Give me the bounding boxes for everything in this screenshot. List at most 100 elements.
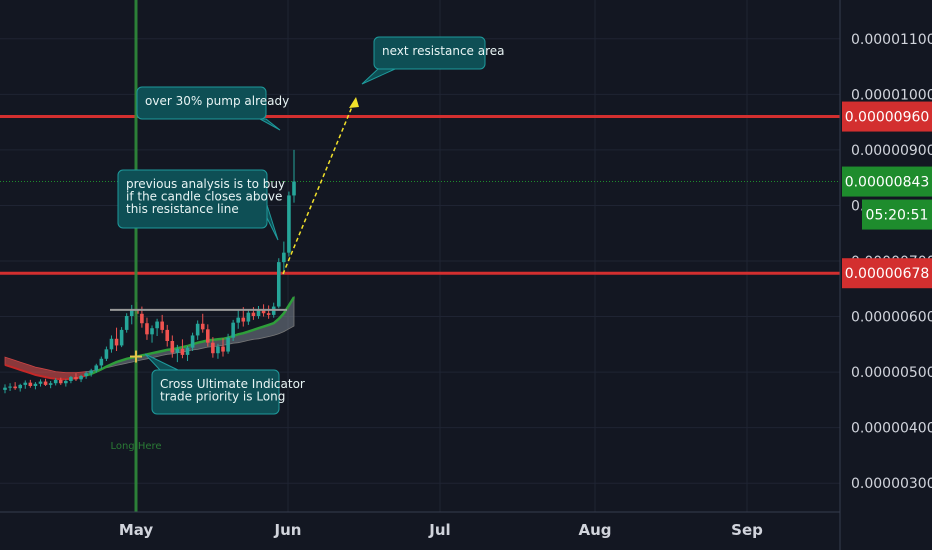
candle-body — [200, 323, 205, 330]
callout-next[interactable]: next resistance area — [361, 36, 505, 85]
candle-body — [206, 329, 210, 343]
resistance-badge-label: 0.00000678 — [845, 266, 930, 282]
current-price-label: 0.00000843 — [845, 175, 930, 191]
candle-body — [165, 329, 170, 341]
candle-body — [160, 321, 164, 330]
candle-body — [276, 262, 281, 307]
candle-body — [180, 348, 185, 355]
y-tick-label: 0.00000400 — [851, 421, 932, 437]
candle-body — [74, 377, 78, 380]
candle-body — [211, 342, 215, 354]
candle-body — [251, 312, 256, 316]
x-tick-label: Jul — [428, 521, 450, 539]
x-tick-label: Jun — [274, 521, 302, 539]
resistance-badge-label: 0.00000960 — [845, 110, 930, 126]
long-here-label: Long Here — [110, 441, 161, 452]
candle-body — [43, 381, 48, 385]
y-tick-label: 0.00000500 — [851, 365, 932, 381]
x-tick-label: Aug — [578, 521, 611, 539]
y-tick-label: 0.00001000 — [851, 87, 932, 103]
candle-body — [190, 335, 195, 348]
candle-body — [99, 358, 104, 366]
callout-box — [151, 369, 280, 415]
callout-text-line: this resistance line — [126, 202, 239, 216]
candle-body — [114, 338, 119, 346]
resistance-badge — [842, 101, 932, 132]
candle-body — [28, 382, 33, 386]
y-tick-label: 0.00001100 — [851, 32, 932, 48]
candle-body — [282, 252, 286, 263]
candle-body — [48, 383, 53, 385]
candle-body — [246, 312, 251, 322]
x-tick-label: May — [119, 521, 154, 539]
candle-body — [3, 387, 7, 390]
grid — [0, 0, 840, 512]
callout-box — [136, 86, 267, 120]
callout-text-line: if the candle closes above — [126, 190, 282, 204]
candle-body — [226, 337, 230, 352]
callout-text-line: over 30% pump already — [145, 94, 289, 108]
candle-body — [38, 381, 43, 384]
candle-body — [261, 309, 266, 314]
x-tick-label: Sep — [731, 521, 763, 539]
candle-body — [216, 346, 220, 354]
candle-body — [241, 317, 246, 322]
candles — [3, 149, 296, 394]
ema-fast-line — [85, 296, 296, 377]
resistance-badge — [842, 258, 932, 289]
candle-body — [140, 313, 144, 324]
callout-box — [117, 169, 268, 229]
candle-body — [64, 381, 68, 384]
candle-body — [8, 386, 12, 388]
candle-body — [150, 328, 154, 335]
drawings[interactable]: Long Here over 30% pump already next resis… — [110, 0, 505, 512]
candle-body — [23, 382, 28, 385]
projection-arrow[interactable] — [282, 101, 355, 275]
y-tick-label: 0.00000900 — [851, 143, 932, 159]
candle-body — [129, 309, 134, 316]
candle-body — [84, 373, 88, 376]
candle-body — [256, 309, 261, 316]
candle-body — [175, 348, 180, 353]
countdown-badge — [862, 199, 932, 230]
candle-body — [185, 347, 190, 355]
candle-body — [58, 379, 63, 384]
candle-body — [79, 376, 83, 380]
candle-body — [53, 379, 58, 384]
price-badges: 0.00000960 0.00000678 0.00000843 05:20:51 — [842, 101, 932, 289]
candle-body — [119, 329, 124, 346]
y-tick-label: 0.00000600 — [851, 310, 932, 326]
candle-body — [195, 323, 200, 336]
candle-body — [155, 321, 159, 329]
callout-box — [373, 36, 486, 70]
candle-body — [33, 383, 38, 386]
y-tick-label: 0.00000300 — [851, 476, 932, 492]
candle-body — [170, 341, 175, 353]
countdown-label: 05:20:51 — [866, 208, 929, 224]
candle-body — [109, 338, 114, 350]
candle-body — [89, 370, 93, 374]
callout-text-line: Cross Ultimate Indicator — [160, 377, 305, 391]
candle-body — [69, 377, 73, 381]
callout-text-line: previous analysis is to buy — [126, 177, 285, 191]
callout-pump[interactable]: over 30% pump already — [136, 86, 289, 131]
candle-body — [231, 322, 235, 338]
candle-body — [266, 313, 271, 315]
candle-body — [292, 181, 296, 196]
candle-body — [145, 323, 149, 335]
callout-text-line: trade priority is Long — [160, 390, 285, 404]
current-price-badge — [842, 166, 932, 197]
projection-arrowhead — [349, 97, 359, 108]
candle-body — [221, 346, 225, 352]
candle-body — [94, 365, 99, 371]
candle-body — [236, 317, 241, 323]
candle-body — [104, 349, 109, 359]
callout-text-line: next resistance area — [382, 44, 505, 58]
candle-body — [287, 195, 291, 253]
candle-body — [124, 316, 129, 330]
candle-body — [13, 386, 17, 389]
